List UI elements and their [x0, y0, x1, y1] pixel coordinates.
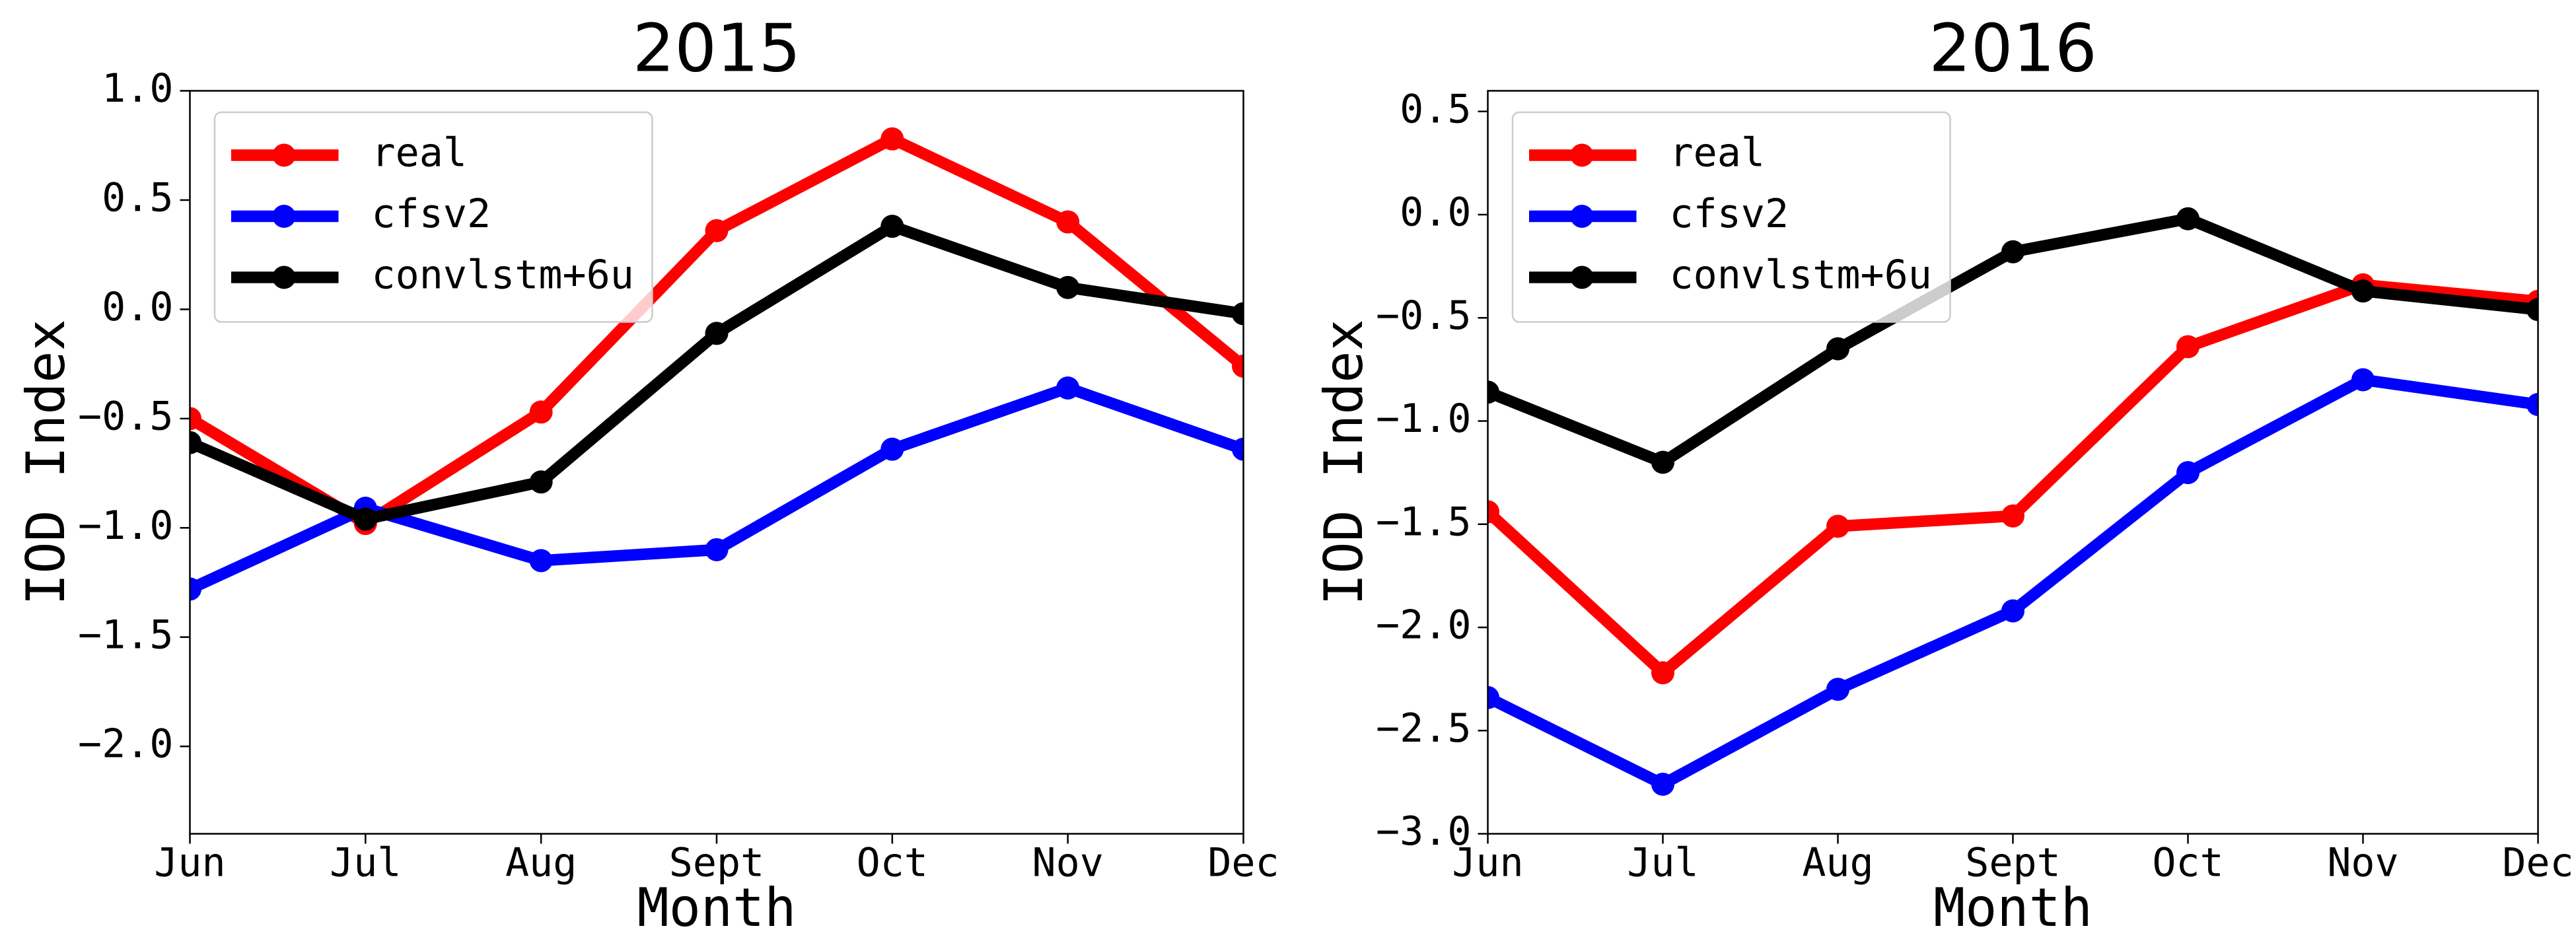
data-point: [353, 507, 377, 531]
data-point: [1826, 678, 1849, 701]
y-tick-label: −2.0: [78, 721, 174, 767]
data-point: [1232, 354, 1244, 378]
legend-label: real: [372, 130, 468, 176]
x-tick-label: Dec: [1207, 840, 1279, 886]
data-point: [705, 219, 729, 242]
data-point: [529, 470, 553, 494]
x-tick-label: Jul: [1627, 840, 1698, 886]
data-point: [1487, 380, 1499, 404]
data-point: [190, 407, 201, 431]
legend-marker: [272, 205, 296, 228]
y-tick-label: 1.0: [102, 65, 173, 112]
y-axis-label: IOD Index: [15, 319, 77, 605]
data-point: [1651, 450, 1674, 474]
x-tick-label: Oct: [2152, 840, 2223, 886]
legend-marker: [272, 143, 296, 167]
data-point: [1056, 275, 1080, 299]
x-tick-label: Aug: [1802, 840, 1873, 886]
data-point: [1826, 514, 1849, 538]
x-tick-label: Oct: [857, 840, 928, 886]
x-tick-label: Jul: [330, 840, 401, 886]
legend-label: cfsv2: [1670, 191, 1789, 237]
data-point: [529, 400, 553, 424]
plot-frame: [1487, 90, 2539, 835]
legend-marker: [1570, 265, 1594, 289]
x-tick-label: Jun: [1452, 840, 1523, 886]
data-point: [2526, 393, 2538, 416]
y-tick-label: −0.5: [1376, 293, 1472, 339]
y-tick-label: 0.0: [102, 284, 173, 330]
data-point: [2001, 504, 2024, 528]
x-axis-label: Month: [637, 877, 797, 938]
y-tick-label: −1.5: [1376, 499, 1472, 545]
x-tick-label: Dec: [2502, 840, 2573, 886]
data-point: [2351, 279, 2375, 303]
data-point: [1232, 437, 1244, 461]
legend-marker: [272, 265, 296, 289]
x-axis-label: Month: [1933, 877, 2093, 938]
legend-marker: [1570, 205, 1594, 228]
legend-label: convlstm+6u: [1670, 252, 1932, 299]
data-point: [705, 538, 729, 561]
x-tick-label: Aug: [505, 840, 577, 886]
legend-box: [213, 111, 653, 323]
legend-box: [1511, 111, 1951, 323]
chart-title: 2016: [1929, 9, 2097, 87]
x-tick-label: Sept: [1965, 840, 2061, 886]
y-tick-label: −2.0: [1376, 602, 1472, 649]
y-tick-label: −3.0: [1376, 808, 1472, 855]
plot-frame: [189, 90, 1244, 835]
x-tick-label: Nov: [2327, 840, 2398, 886]
legend-label: real: [1670, 130, 1766, 176]
y-tick-label: 0.0: [1400, 190, 1471, 236]
data-point: [880, 437, 904, 461]
chart-title: 2015: [633, 9, 801, 87]
y-tick-label: −1.0: [1376, 396, 1472, 442]
data-point: [2001, 599, 2024, 623]
data-point: [2526, 298, 2538, 322]
data-point: [2176, 335, 2200, 359]
data-point: [1056, 210, 1080, 234]
y-tick-label: −2.5: [1376, 705, 1472, 752]
data-point: [705, 322, 729, 345]
y-tick-label: 0.5: [102, 175, 173, 221]
y-tick-label: 0.5: [1400, 86, 1471, 132]
plot-area: [1487, 207, 2538, 796]
y-tick-label: −1.5: [78, 612, 174, 658]
data-point: [880, 215, 904, 238]
data-point: [2176, 207, 2200, 230]
data-point: [1487, 686, 1499, 709]
data-point: [2176, 461, 2200, 485]
series-line: [1487, 374, 2538, 791]
y-tick-label: −0.5: [78, 393, 174, 439]
data-point: [190, 431, 201, 454]
data-point: [880, 127, 904, 151]
legend-label: cfsv2: [372, 191, 491, 237]
data-point: [1232, 302, 1244, 326]
legend-label: convlstm+6u: [372, 252, 634, 299]
plot-area: [190, 127, 1244, 601]
data-point: [1651, 773, 1674, 796]
x-tick-label: Nov: [1032, 840, 1103, 886]
y-tick-label: −1.0: [78, 503, 174, 549]
data-point: [2351, 368, 2375, 392]
x-tick-label: Sept: [669, 840, 765, 886]
x-tick-label: Jun: [154, 840, 225, 886]
data-point: [1826, 337, 1849, 361]
data-point: [529, 549, 553, 573]
data-point: [190, 577, 201, 601]
data-point: [1487, 500, 1499, 524]
data-point: [1056, 376, 1080, 400]
legend-marker: [1570, 143, 1594, 167]
data-point: [1651, 661, 1674, 685]
data-point: [2001, 240, 2024, 264]
y-axis-label: IOD Index: [1313, 319, 1375, 605]
